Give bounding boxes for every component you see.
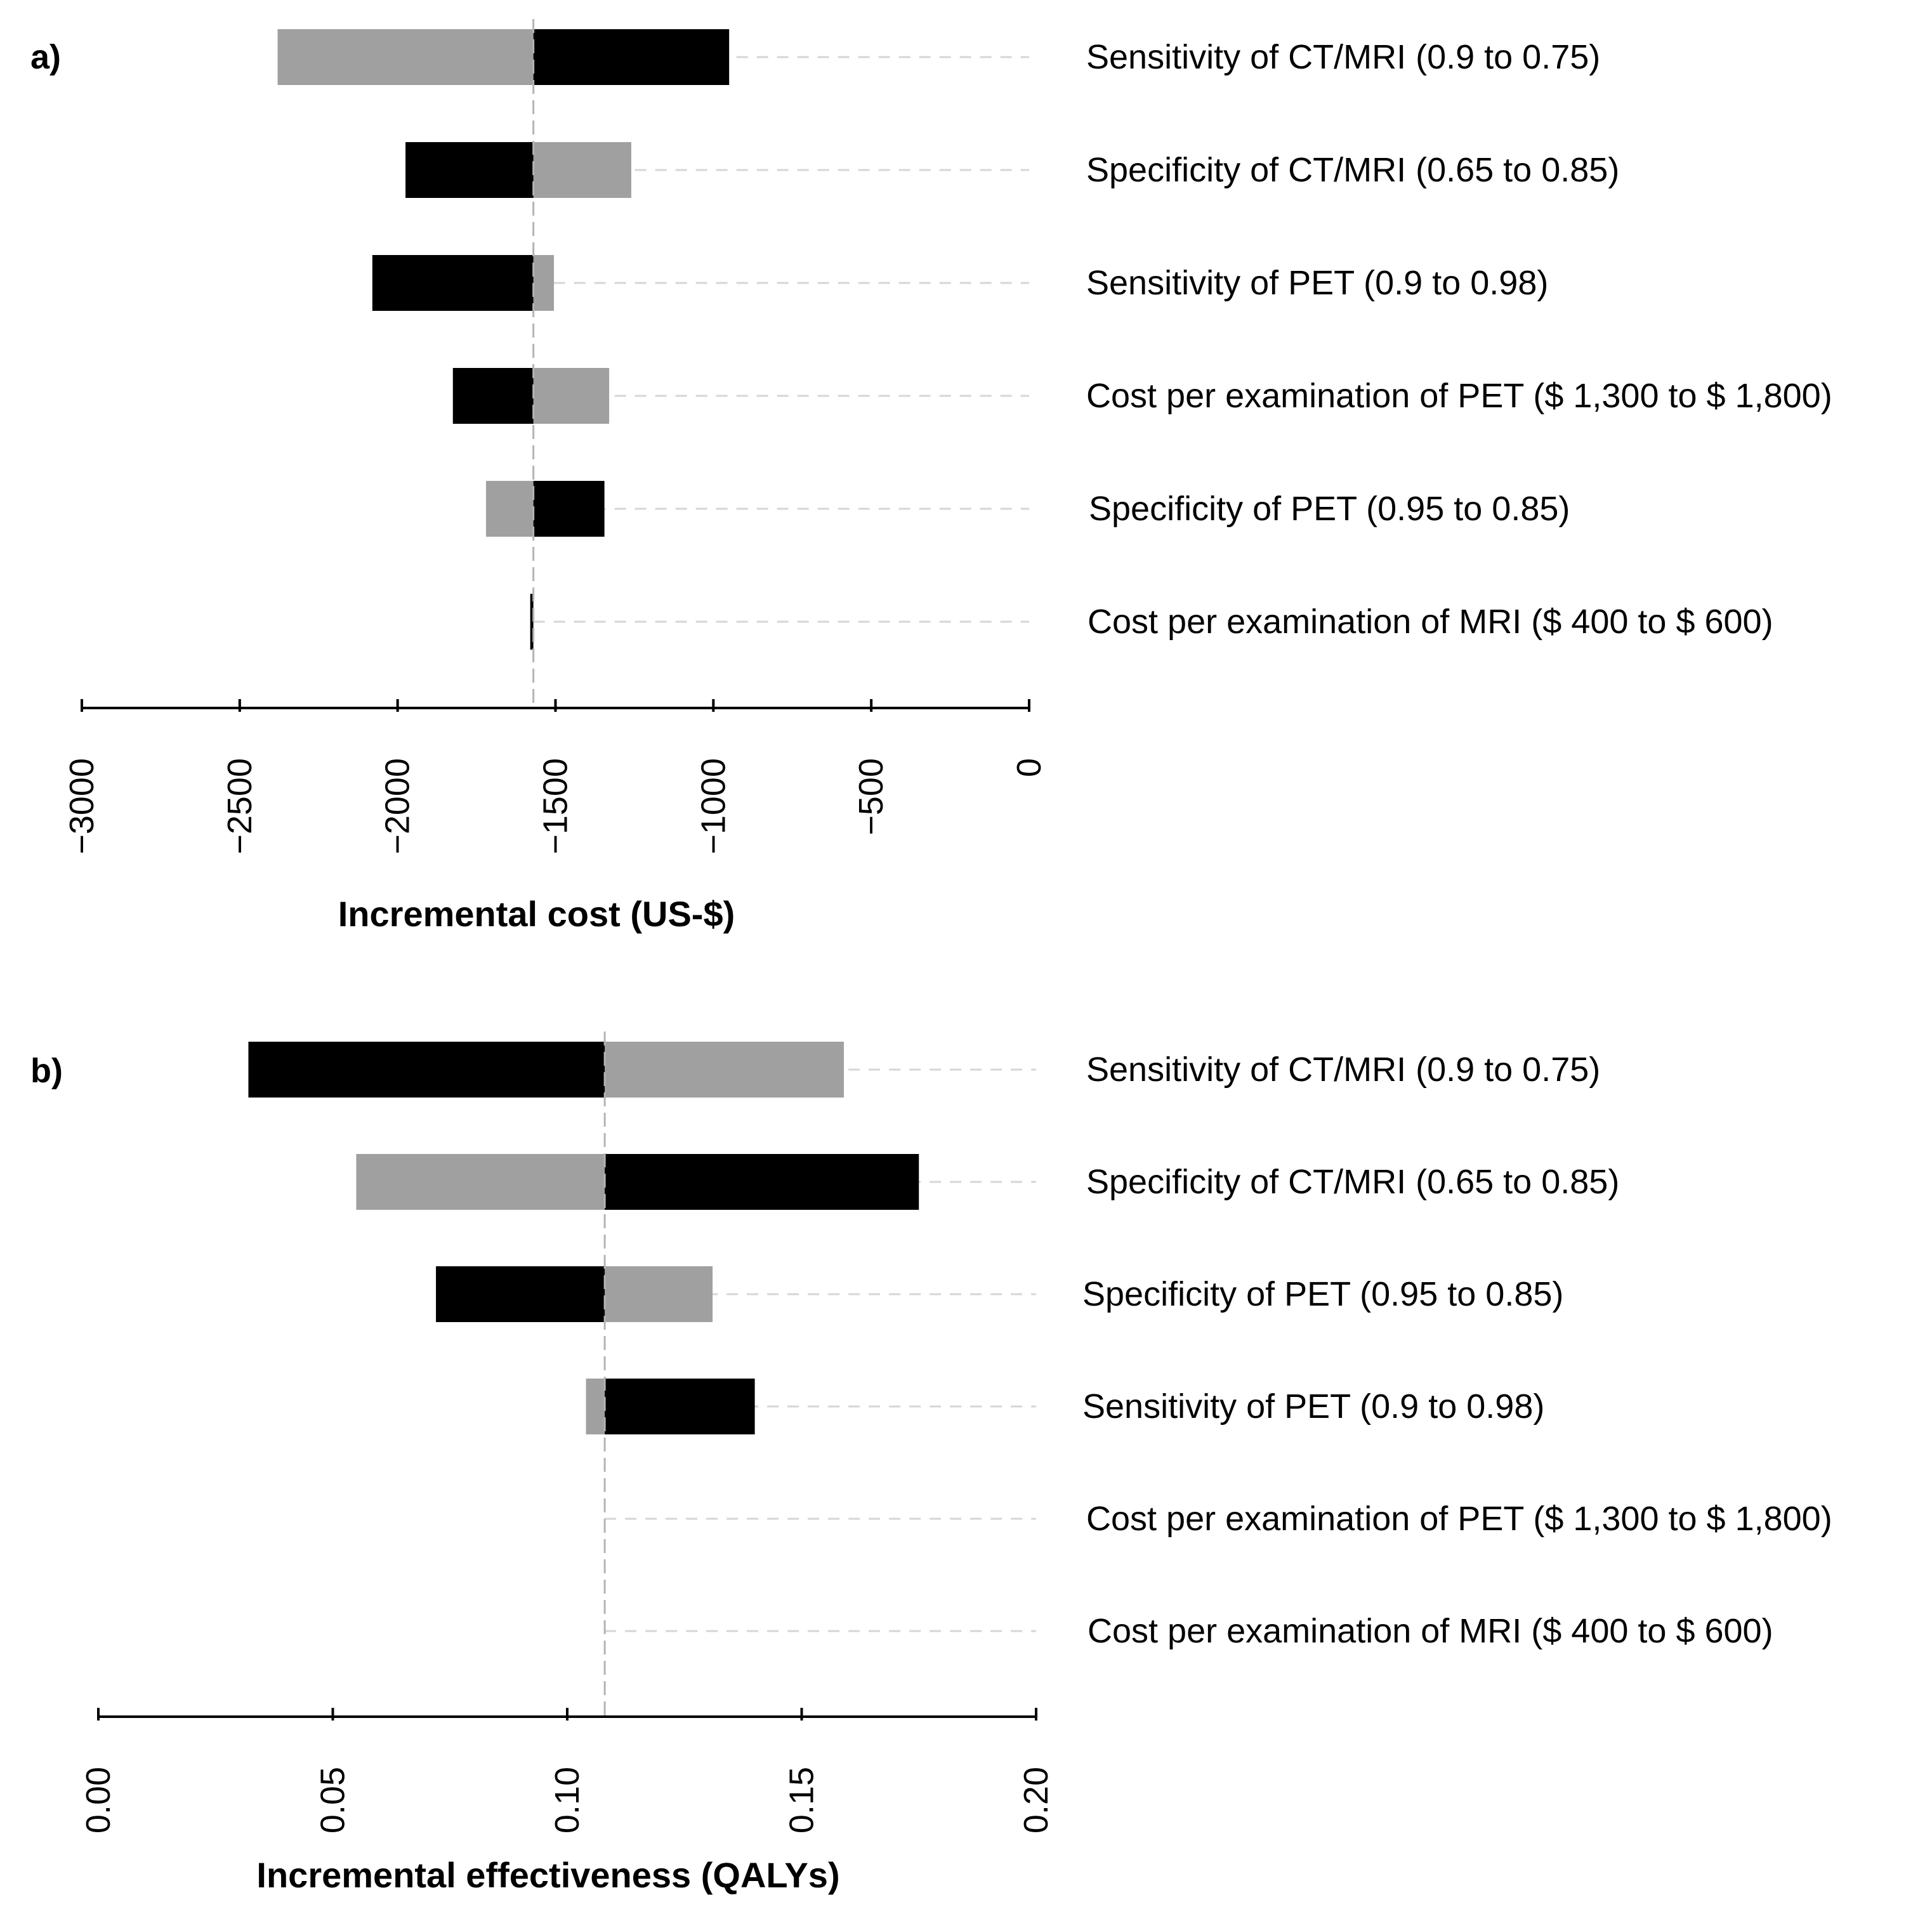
tick-label: 0 [1010,758,1048,777]
panel-label-b: b) [30,1052,63,1090]
tick-label: 0.00 [79,1767,117,1833]
tick-label: 0.05 [314,1767,352,1833]
gray-bar [586,1379,605,1434]
black-bar [248,1042,605,1098]
tick-label: 0.20 [1017,1767,1055,1833]
parameter-label: Specificity of PET (0.95 to 0.85) [1082,1275,1563,1313]
black-bar [533,29,730,85]
panel-label-a: a) [30,38,61,76]
tick-label: −2500 [221,758,259,855]
tick-label: 0.10 [548,1767,586,1833]
tick-label: −500 [852,758,890,836]
parameter-label: Cost per examination of PET ($ 1,300 to … [1086,1500,1832,1538]
black-bar [405,142,534,198]
parameter-label: Specificity of CT/MRI (0.65 to 0.85) [1086,151,1619,189]
panel-a-cost: Sensitivity of CT/MRI (0.9 to 0.75) Speci… [30,19,1832,934]
parameter-label: Cost per examination of MRI ($ 400 to $ … [1088,603,1773,641]
black-bar [452,368,534,424]
black-bar [605,1379,755,1434]
panel-b-effectiveness: Sensitivity of CT/MRI (0.9 to 0.75) Speci… [30,1032,1832,1895]
parameter-label: Cost per examination of PET ($ 1,300 to … [1086,377,1832,415]
x-axis-title: Incremental cost (US-$) [338,894,735,934]
parameter-label: Sensitivity of CT/MRI (0.9 to 0.75) [1086,38,1600,76]
black-bar [372,255,534,311]
tick-label: −2000 [379,758,417,855]
tick-label: −1000 [694,758,732,855]
tick-label: −1500 [537,758,575,855]
black-bar [530,594,534,650]
parameter-label: Cost per examination of MRI ($ 400 to $ … [1088,1612,1773,1650]
tick-label: −3000 [63,758,101,855]
parameter-label: Sensitivity of CT/MRI (0.9 to 0.75) [1086,1051,1600,1089]
parameter-label: Specificity of CT/MRI (0.65 to 0.85) [1086,1163,1619,1201]
black-bar [605,1154,919,1210]
gray-bar [533,368,610,424]
gray-bar [277,29,534,85]
parameter-label: Specificity of PET (0.95 to 0.85) [1089,490,1570,528]
x-axis-title: Incremental effectiveness (QALYs) [256,1855,839,1895]
black-bar [436,1266,605,1322]
black-bar [533,481,605,537]
gray-bar [486,481,534,537]
parameter-label: Sensitivity of PET (0.9 to 0.98) [1086,264,1548,302]
tick-label: 0.15 [783,1767,821,1833]
gray-bar [605,1042,844,1098]
gray-bar [605,1266,713,1322]
gray-bar [533,142,631,198]
gray-bar [533,255,555,311]
gray-bar [356,1154,605,1210]
parameter-label: Sensitivity of PET (0.9 to 0.98) [1082,1387,1544,1426]
